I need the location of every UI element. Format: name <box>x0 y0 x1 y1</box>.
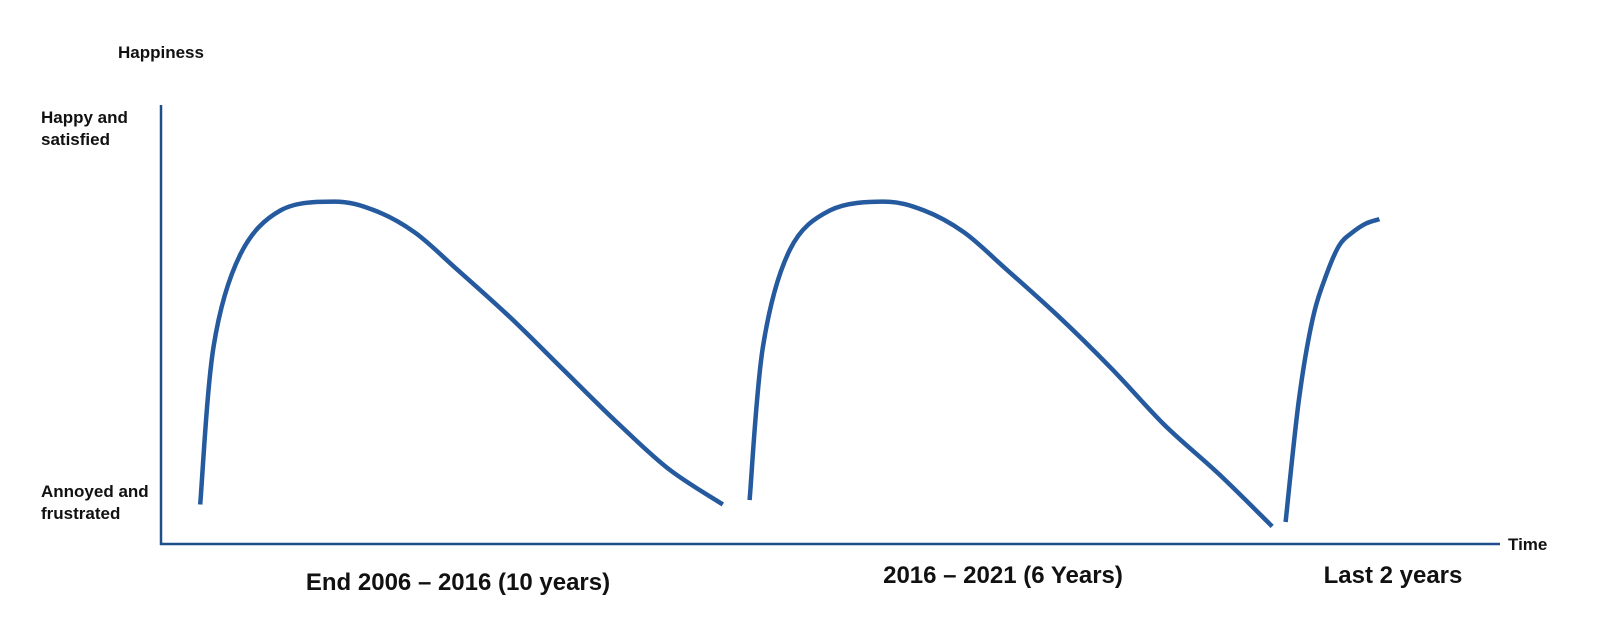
y-tick-top-line2: satisfied <box>41 130 110 149</box>
y-axis-title: Happiness <box>118 43 204 62</box>
series-line-3 <box>1283 216 1381 523</box>
y-tick-bottom: Annoyed and frustrated <box>41 482 153 523</box>
x-axis-title: Time <box>1508 535 1547 554</box>
y-tick-bottom-line1: Annoyed and <box>41 482 149 501</box>
period-label-1: End 2006 – 2016 (10 years) <box>306 569 610 596</box>
y-tick-bottom-line2: frustrated <box>41 504 120 523</box>
period-label-2: 2016 – 2021 (6 Years) <box>883 562 1123 589</box>
series-line-2 <box>747 199 1274 529</box>
period-label-3: Last 2 years <box>1324 562 1463 589</box>
y-tick-top: Happy and satisfied <box>41 108 133 149</box>
period-labels: End 2006 – 2016 (10 years) 2016 – 2021 (6… <box>306 562 1462 596</box>
y-tick-top-line1: Happy and <box>41 108 128 127</box>
series-layer <box>197 199 1381 529</box>
series-line-1 <box>197 199 725 507</box>
